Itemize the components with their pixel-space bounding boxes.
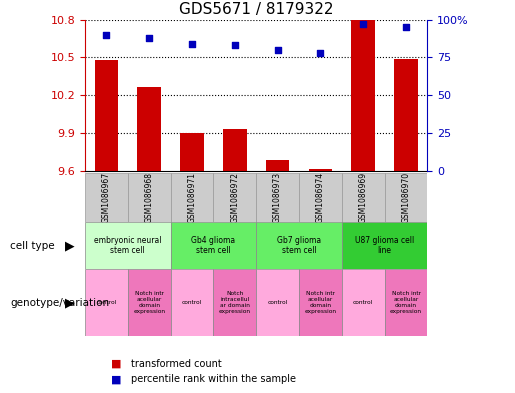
- Bar: [342, 222, 427, 269]
- Text: GSM1086973: GSM1086973: [273, 172, 282, 223]
- Text: cell type: cell type: [10, 241, 55, 251]
- Bar: [85, 269, 128, 336]
- Text: GSM1086972: GSM1086972: [230, 172, 239, 223]
- Bar: [138, 87, 161, 171]
- Point: [359, 21, 367, 28]
- Bar: [342, 269, 385, 336]
- Bar: [170, 222, 256, 269]
- Bar: [256, 173, 299, 222]
- Point: [402, 24, 410, 30]
- Text: GSM1086971: GSM1086971: [187, 172, 197, 223]
- Text: Notch
intracellul
ar domain
expression: Notch intracellul ar domain expression: [219, 292, 251, 314]
- Text: ▶: ▶: [65, 239, 74, 252]
- Text: GSM1086969: GSM1086969: [359, 172, 368, 223]
- Text: Notch intr
acellular
domain
expression: Notch intr acellular domain expression: [390, 292, 422, 314]
- Text: control: control: [182, 300, 202, 305]
- Bar: [266, 160, 289, 171]
- Text: GSM1086967: GSM1086967: [102, 172, 111, 223]
- Bar: [85, 173, 128, 222]
- Text: genotype/variation: genotype/variation: [10, 298, 109, 308]
- Text: control: control: [353, 300, 373, 305]
- Bar: [299, 173, 342, 222]
- Text: Gb4 glioma
stem cell: Gb4 glioma stem cell: [192, 236, 235, 255]
- Bar: [170, 173, 213, 222]
- Bar: [351, 20, 375, 171]
- Text: control: control: [267, 300, 288, 305]
- Point: [316, 50, 324, 56]
- Point: [231, 42, 239, 48]
- Bar: [85, 222, 170, 269]
- Bar: [128, 269, 170, 336]
- Point: [188, 41, 196, 47]
- Text: percentile rank within the sample: percentile rank within the sample: [131, 374, 296, 384]
- Text: Gb7 glioma
stem cell: Gb7 glioma stem cell: [277, 236, 321, 255]
- Bar: [385, 173, 427, 222]
- Bar: [223, 129, 247, 171]
- Text: GSM1086968: GSM1086968: [145, 172, 153, 223]
- Text: ▶: ▶: [65, 296, 74, 309]
- Bar: [385, 269, 427, 336]
- Text: Notch intr
acellular
domain
expression: Notch intr acellular domain expression: [133, 292, 165, 314]
- Bar: [256, 269, 299, 336]
- Bar: [342, 173, 385, 222]
- Bar: [299, 269, 342, 336]
- Text: embryonic neural
stem cell: embryonic neural stem cell: [94, 236, 162, 255]
- Point: [145, 35, 153, 41]
- Bar: [394, 59, 418, 171]
- Bar: [213, 173, 256, 222]
- Text: transformed count: transformed count: [131, 358, 222, 369]
- Text: GSM1086974: GSM1086974: [316, 172, 325, 223]
- Text: ■: ■: [111, 358, 121, 369]
- Bar: [308, 169, 332, 171]
- Bar: [170, 269, 213, 336]
- Text: control: control: [96, 300, 116, 305]
- Text: GSM1086970: GSM1086970: [402, 172, 410, 223]
- Point: [273, 47, 282, 53]
- Text: ■: ■: [111, 374, 121, 384]
- Bar: [256, 222, 342, 269]
- Bar: [128, 173, 170, 222]
- Bar: [95, 60, 118, 171]
- Title: GDS5671 / 8179322: GDS5671 / 8179322: [179, 2, 334, 17]
- Bar: [180, 133, 204, 171]
- Text: Notch intr
acellular
domain
expression: Notch intr acellular domain expression: [304, 292, 336, 314]
- Text: U87 glioma cell
line: U87 glioma cell line: [355, 236, 414, 255]
- Bar: [213, 269, 256, 336]
- Point: [102, 32, 111, 38]
